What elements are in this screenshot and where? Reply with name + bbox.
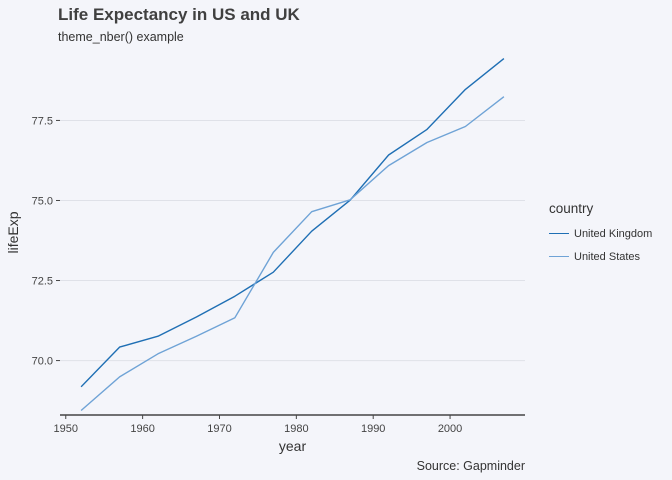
legend-item-united-kingdom: United Kingdom	[549, 222, 652, 245]
series-lines	[80, 58, 505, 412]
x-tick-label: 2000	[438, 423, 462, 435]
y-axis-label: lifeExp	[5, 211, 21, 253]
y-tick-label: 75.0	[32, 195, 53, 207]
y-tick-label: 70.0	[32, 356, 53, 368]
series-line-united-states	[80, 96, 505, 412]
y-tick-label: 77.5	[32, 115, 53, 127]
chart-subtitle: theme_nber() example	[58, 30, 184, 44]
chart-caption: Source: Gapminder	[416, 459, 525, 473]
chart-title: Life Expectancy in US and UK	[58, 5, 300, 24]
x-tick-label: 1970	[207, 423, 231, 435]
x-tick-label: 1990	[361, 423, 385, 435]
x-tick-label: 1980	[284, 423, 308, 435]
x-tick-label: 1950	[54, 423, 78, 435]
axes: 70.0 72.5 75.0 77.5 1950 1960 1970 1980 1990 2000…	[5, 115, 525, 454]
series-line-united-kingdom	[80, 58, 505, 388]
legend: country United Kingdom United States	[549, 201, 652, 268]
x-tick-label: 1960	[130, 423, 154, 435]
legend-title: country	[549, 201, 594, 216]
legend-label-united-kingdom: United Kingdom	[574, 227, 653, 240]
legend-swatch-united-states	[549, 256, 569, 257]
legend-item-united-states: United States	[549, 245, 652, 268]
gridlines	[60, 119, 525, 362]
legend-label-united-states: United States	[574, 250, 641, 263]
x-axis-label: year	[279, 438, 307, 454]
legend-swatch-united-kingdom	[549, 233, 569, 234]
y-tick-label: 72.5	[32, 276, 53, 288]
